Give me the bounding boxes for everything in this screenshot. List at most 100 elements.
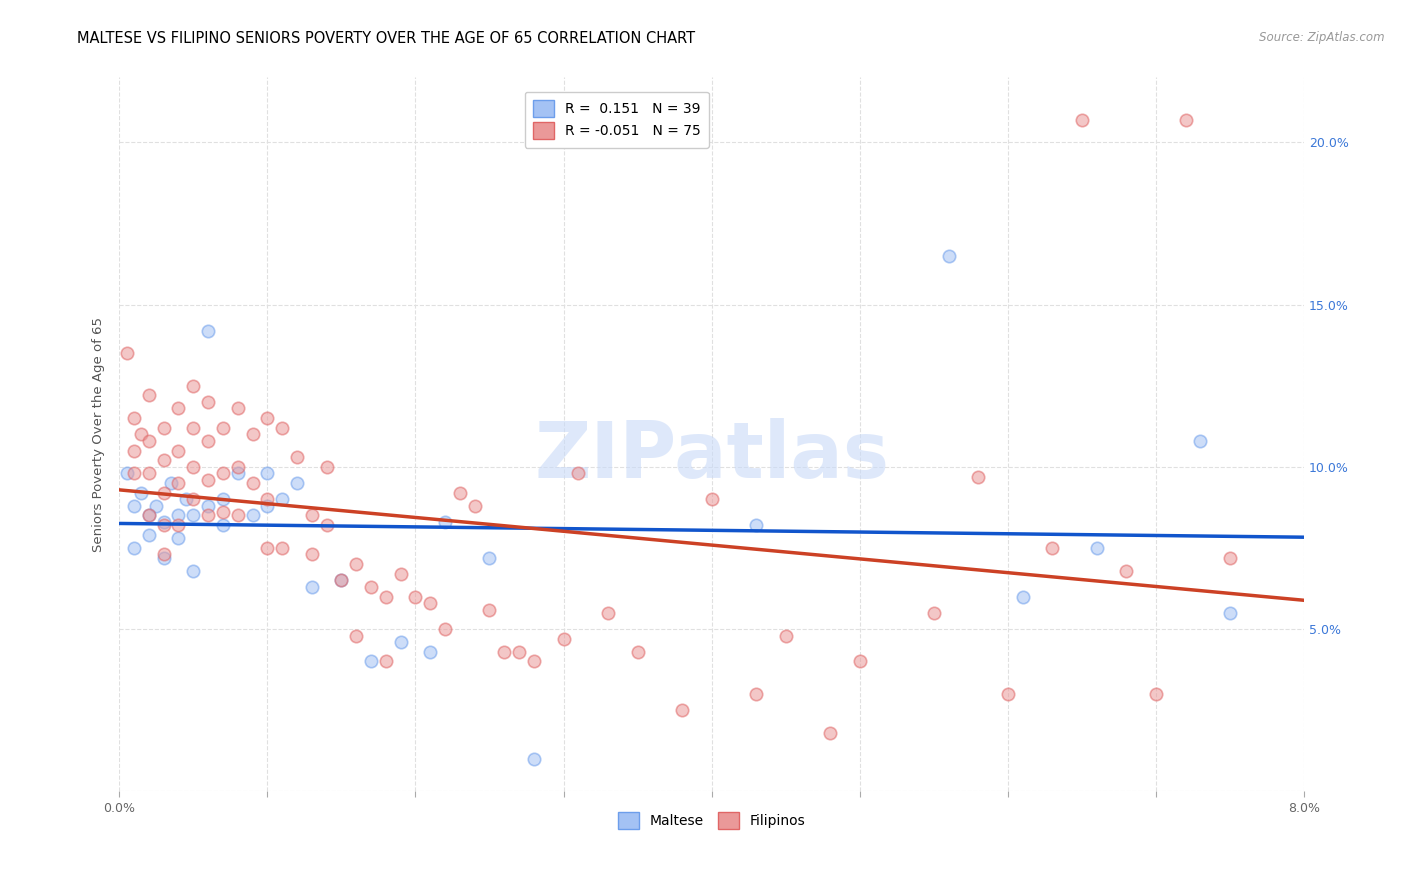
Point: [152, 550, 174, 565]
Point: [775, 628, 797, 642]
Point: [212, 467, 235, 481]
Point: [152, 518, 174, 533]
Point: [122, 411, 145, 425]
Point: [138, 508, 160, 523]
Point: [745, 687, 768, 701]
Point: [131, 427, 153, 442]
Point: [434, 622, 457, 636]
Point: [419, 645, 441, 659]
Point: [181, 508, 204, 523]
Point: [256, 492, 278, 507]
Point: [478, 602, 501, 616]
Point: [197, 508, 219, 523]
Point: [330, 574, 353, 588]
Point: [226, 401, 249, 416]
Point: [256, 541, 278, 555]
Point: [181, 492, 204, 507]
Point: [256, 411, 278, 425]
Text: ZIPatlas: ZIPatlas: [534, 417, 889, 494]
Point: [1011, 590, 1033, 604]
Point: [419, 596, 441, 610]
Point: [523, 752, 546, 766]
Point: [160, 476, 183, 491]
Point: [197, 324, 219, 338]
Point: [115, 346, 138, 360]
Point: [242, 508, 264, 523]
Point: [212, 518, 235, 533]
Point: [152, 548, 174, 562]
Point: [256, 499, 278, 513]
Point: [1219, 550, 1241, 565]
Point: [301, 580, 323, 594]
Point: [967, 469, 990, 483]
Point: [389, 566, 412, 581]
Point: [374, 655, 396, 669]
Point: [138, 508, 160, 523]
Point: [181, 421, 204, 435]
Point: [122, 443, 145, 458]
Point: [226, 508, 249, 523]
Point: [1189, 434, 1212, 448]
Point: [145, 499, 167, 513]
Point: [167, 508, 190, 523]
Point: [997, 687, 1019, 701]
Legend: Maltese, Filipinos: Maltese, Filipinos: [612, 806, 811, 834]
Point: [197, 434, 219, 448]
Point: [596, 606, 619, 620]
Point: [226, 467, 249, 481]
Point: [1071, 112, 1094, 127]
Point: [271, 492, 294, 507]
Point: [256, 467, 278, 481]
Point: [197, 473, 219, 487]
Point: [212, 421, 235, 435]
Point: [197, 499, 219, 513]
Point: [374, 590, 396, 604]
Point: [315, 518, 337, 533]
Point: [464, 499, 486, 513]
Text: MALTESE VS FILIPINO SENIORS POVERTY OVER THE AGE OF 65 CORRELATION CHART: MALTESE VS FILIPINO SENIORS POVERTY OVER…: [77, 31, 696, 46]
Point: [523, 655, 546, 669]
Point: [404, 590, 426, 604]
Point: [285, 450, 308, 464]
Point: [152, 515, 174, 529]
Point: [122, 467, 145, 481]
Point: [567, 467, 589, 481]
Point: [285, 476, 308, 491]
Point: [745, 518, 768, 533]
Point: [389, 635, 412, 649]
Point: [122, 541, 145, 555]
Point: [434, 515, 457, 529]
Point: [671, 703, 693, 717]
Point: [138, 467, 160, 481]
Point: [271, 421, 294, 435]
Point: [181, 564, 204, 578]
Point: [360, 655, 382, 669]
Point: [115, 467, 138, 481]
Point: [212, 492, 235, 507]
Point: [1144, 687, 1167, 701]
Point: [138, 388, 160, 402]
Point: [315, 459, 337, 474]
Point: [197, 395, 219, 409]
Point: [1040, 541, 1063, 555]
Point: [167, 518, 190, 533]
Point: [344, 557, 367, 571]
Point: [122, 499, 145, 513]
Point: [360, 580, 382, 594]
Point: [152, 421, 174, 435]
Point: [301, 548, 323, 562]
Point: [818, 726, 841, 740]
Point: [167, 401, 190, 416]
Point: [1219, 606, 1241, 620]
Point: [226, 459, 249, 474]
Point: [478, 550, 501, 565]
Point: [167, 443, 190, 458]
Y-axis label: Seniors Poverty Over the Age of 65: Seniors Poverty Over the Age of 65: [93, 317, 105, 552]
Point: [1115, 564, 1137, 578]
Point: [271, 541, 294, 555]
Text: Source: ZipAtlas.com: Source: ZipAtlas.com: [1260, 31, 1385, 45]
Point: [700, 492, 723, 507]
Point: [508, 645, 530, 659]
Point: [174, 492, 197, 507]
Point: [242, 476, 264, 491]
